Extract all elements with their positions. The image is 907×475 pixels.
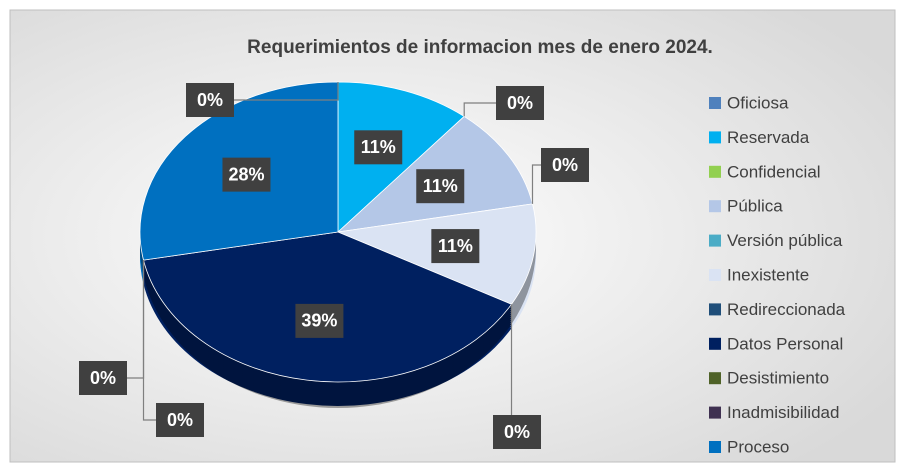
data-label-box <box>295 303 344 338</box>
legend-swatch <box>709 165 721 178</box>
data-label-box <box>496 86 544 120</box>
leader-line <box>210 82 339 101</box>
legend: Oficiosa Reservada Confidencial Pública Vers… <box>709 93 846 456</box>
chart-title: Requerimientos de informacion mes de ene… <box>247 37 713 58</box>
legend-label: Inadmisibilidad <box>727 403 839 422</box>
legend-label: Versión pública <box>727 231 843 250</box>
legend-label: Reservada <box>727 128 810 147</box>
legend-swatch <box>709 97 721 109</box>
data-label-box <box>354 130 403 165</box>
legend-swatch <box>709 131 721 144</box>
data-label-box <box>431 229 480 264</box>
legend-label: Proceso <box>727 437 789 456</box>
data-label: 39% <box>301 311 337 331</box>
legend-swatch <box>709 337 721 350</box>
legend-label: Oficiosa <box>727 93 789 112</box>
data-label: 11% <box>423 176 458 196</box>
data-label-box <box>156 403 204 437</box>
legend-swatch <box>709 303 721 316</box>
legend-label: Datos Personal <box>727 334 843 353</box>
data-label: 11% <box>361 137 396 157</box>
legend-label: Inexistente <box>727 265 809 284</box>
data-label-box <box>493 415 541 449</box>
legend-swatch <box>709 200 721 213</box>
data-label: 11% <box>438 236 473 256</box>
data-label: 0% <box>504 422 530 442</box>
data-label-box <box>222 157 271 192</box>
data-label-box <box>186 83 234 117</box>
legend-label: Redireccionada <box>727 300 846 319</box>
data-label: 0% <box>552 155 578 175</box>
legend-label: Confidencial <box>727 162 821 181</box>
data-label-box <box>541 148 589 182</box>
data-labels: 0% 11% 0% 11% 0% 11% 0% 39% 0% 0% 28% <box>79 82 589 449</box>
data-label-box <box>416 169 465 204</box>
legend-swatch <box>709 269 721 281</box>
data-label: 0% <box>197 90 223 110</box>
legend-swatch <box>709 441 721 453</box>
data-label: 28% <box>228 164 264 184</box>
legend-label: Desistimiento <box>727 369 829 388</box>
legend-swatch <box>709 372 721 385</box>
legend-label: Pública <box>727 197 783 216</box>
data-label: 0% <box>507 93 533 113</box>
data-label-box <box>79 361 127 395</box>
legend-swatch <box>709 406 721 419</box>
data-label: 0% <box>90 368 116 388</box>
data-label: 0% <box>167 410 193 430</box>
legend-swatch <box>709 234 721 247</box>
